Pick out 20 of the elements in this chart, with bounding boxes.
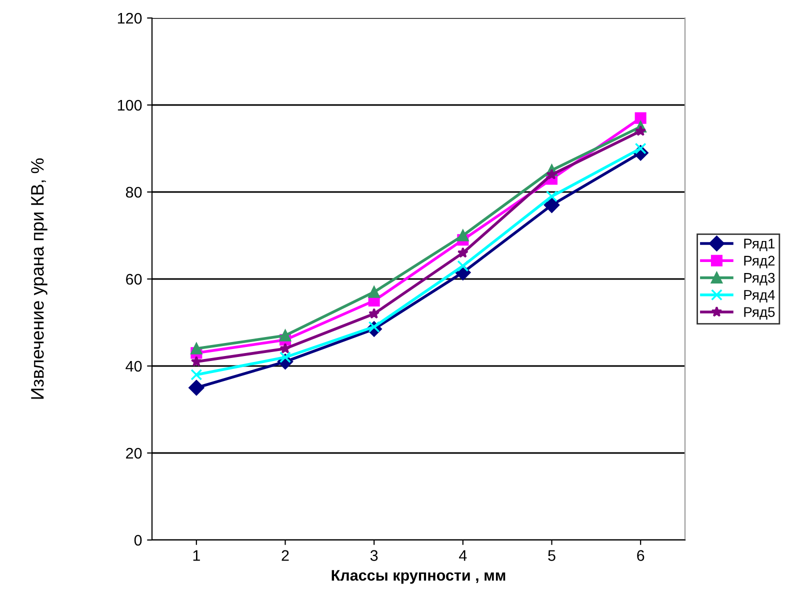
x-tick-label: 2 [282, 550, 289, 561]
x-tick-label: 6 [637, 550, 644, 561]
y-tick-label: 80 [126, 186, 142, 198]
y-tick-label: 0 [134, 534, 142, 546]
legend-label: Ряд2 [744, 256, 775, 268]
x-tick-label: 4 [459, 550, 467, 561]
x-tick-label: 5 [548, 550, 556, 561]
y-tick-label: 100 [118, 100, 142, 111]
y-tick-label: 120 [118, 12, 142, 24]
y-tick-label: 20 [126, 448, 142, 459]
x-axis-title: Классы крупности , мм [332, 570, 506, 584]
y-axis-title: Извлечение урана при КВ, % [31, 158, 48, 399]
legend-label: Ряд1 [744, 238, 775, 252]
x-tick-label: 3 [370, 550, 378, 561]
y-tick-label: 40 [126, 360, 142, 372]
y-tick-label: 60 [126, 274, 142, 285]
legend-label: Ряд5 [744, 307, 775, 320]
x-tick-label: 1 [193, 550, 200, 561]
legend-label: Ряд4 [744, 290, 775, 302]
legend-label: Ряд3 [744, 272, 775, 286]
